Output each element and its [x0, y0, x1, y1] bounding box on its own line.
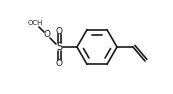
Text: O: O: [56, 27, 62, 36]
Text: O: O: [43, 30, 51, 39]
Text: O: O: [56, 58, 62, 67]
Text: OCH: OCH: [27, 20, 43, 26]
Text: S: S: [56, 42, 62, 52]
